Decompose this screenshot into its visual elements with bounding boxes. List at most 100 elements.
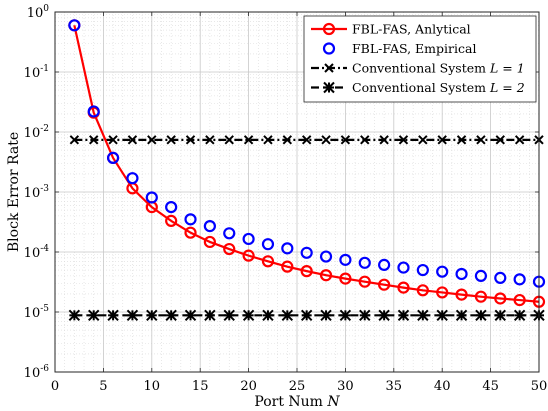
- data-point: [223, 227, 236, 240]
- data-point: [223, 242, 236, 256]
- data-point: [397, 309, 410, 322]
- marker-stroke: [166, 135, 176, 145]
- data-point: [184, 213, 197, 226]
- data-point: [359, 309, 371, 322]
- marker-stroke: [263, 135, 273, 145]
- marker-stroke: [301, 135, 312, 145]
- data-point: [358, 275, 371, 288]
- data-point: [145, 191, 158, 204]
- legend: FBL-FAS, Anlytical FBL-FAS, Empirical Conv…: [303, 15, 537, 103]
- data-point: [205, 135, 215, 145]
- marker-stroke: [340, 135, 351, 145]
- data-point: [107, 309, 119, 322]
- data-point: [321, 135, 331, 145]
- data-point: [165, 309, 177, 322]
- data-point: [203, 220, 216, 233]
- marker-stroke: [360, 135, 370, 145]
- data-point: [87, 105, 100, 118]
- data-point: [495, 135, 505, 145]
- data-point: [378, 278, 391, 291]
- data-point: [242, 309, 255, 322]
- x-tick-label: 15: [192, 379, 209, 394]
- series-4: [68, 309, 545, 322]
- data-point: [319, 269, 333, 282]
- data-point: [455, 309, 468, 322]
- marker-stroke: [514, 135, 525, 145]
- marker-stroke: [495, 135, 505, 145]
- legend-label: FBL-FAS, Empirical: [352, 41, 476, 56]
- x-tick-label: 0: [51, 379, 59, 394]
- data-point: [436, 265, 449, 278]
- x-tick-label: 30: [337, 379, 354, 394]
- marker-stroke: [205, 135, 215, 145]
- data-point: [147, 135, 157, 145]
- data-point: [378, 258, 391, 271]
- data-point: [243, 135, 254, 145]
- marker-stroke: [108, 135, 118, 145]
- data-point: [397, 281, 410, 294]
- data-point: [224, 135, 234, 145]
- data-point: [474, 269, 488, 282]
- data-point: [360, 135, 370, 145]
- x-tick-label: 20: [240, 379, 257, 394]
- x-tick-label: 10: [144, 379, 161, 394]
- data-point: [281, 260, 294, 273]
- data-point: [301, 135, 312, 145]
- marker-stroke: [69, 135, 80, 145]
- data-point: [416, 263, 429, 277]
- ticks: 0 5 10 15 20 25 30 35 40 45 50 10-6 10-5 10-4 10-3 10-2…: [24, 4, 548, 394]
- data-point: [261, 238, 275, 251]
- marker-stroke: [456, 135, 467, 145]
- data-point: [339, 309, 352, 322]
- data-point: [281, 309, 294, 322]
- x-axis-label: Port Num N: [254, 394, 340, 410]
- data-point: [146, 309, 158, 322]
- data-point: [68, 19, 81, 32]
- data-point: [379, 135, 389, 145]
- legend-marker: [323, 81, 335, 94]
- data-point: [242, 249, 255, 262]
- legend-label: FBL-FAS, Anlytical: [352, 22, 471, 37]
- data-point: [494, 271, 507, 285]
- data-point: [300, 309, 313, 322]
- data-point: [165, 214, 178, 227]
- data-point: [89, 135, 99, 145]
- marker-stroke: [398, 135, 409, 145]
- data-point: [339, 253, 352, 266]
- x-tick-label: 40: [434, 379, 451, 394]
- data-point: [455, 267, 468, 281]
- data-point: [436, 286, 449, 299]
- data-point: [166, 135, 176, 145]
- data-point: [127, 135, 138, 145]
- data-point: [88, 309, 100, 322]
- data-point: [126, 309, 139, 322]
- data-point: [185, 135, 196, 145]
- marker-stroke: [321, 135, 331, 145]
- marker-stroke: [476, 135, 486, 145]
- data-point: [184, 309, 197, 322]
- data-point: [203, 235, 216, 249]
- data-point: [418, 135, 428, 145]
- marker-stroke: [324, 63, 334, 73]
- data-point: [476, 135, 486, 145]
- marker-stroke: [437, 135, 447, 145]
- data-point: [68, 309, 81, 322]
- data-point: [494, 309, 506, 322]
- data-point: [282, 135, 293, 145]
- data-point: [300, 246, 313, 259]
- data-point: [319, 250, 333, 263]
- data-point: [514, 135, 525, 145]
- data-point: [378, 309, 390, 322]
- data-point: [320, 309, 332, 322]
- data-point: [108, 135, 118, 145]
- data-point: [261, 255, 275, 268]
- data-point: [513, 293, 526, 307]
- marker-stroke: [418, 135, 428, 145]
- data-point: [69, 135, 80, 145]
- data-point: [436, 309, 448, 322]
- marker-stroke: [127, 135, 138, 145]
- data-point: [126, 172, 139, 185]
- data-point: [339, 272, 352, 285]
- data-point: [204, 309, 216, 322]
